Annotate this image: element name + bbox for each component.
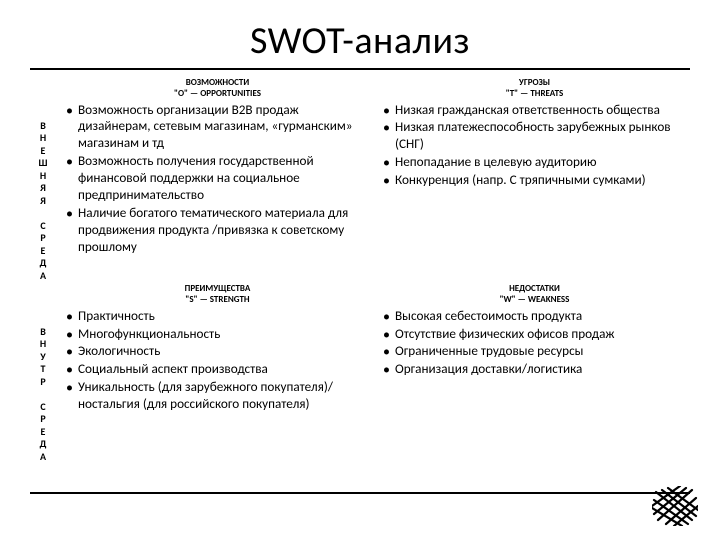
side-char: Н	[30, 338, 56, 351]
list-item: Конкуренция (напр. С тряпичными сумками)	[381, 172, 684, 189]
side-spacer	[30, 76, 56, 102]
page-title: SWOT-анализ	[30, 18, 690, 64]
divider-top	[30, 68, 690, 70]
swot-slide: SWOT-анализ ВОЗМОЖНОСТИ "O" — OPPORTUNIT…	[0, 0, 720, 463]
side-gap	[30, 207, 56, 220]
side-char: Н	[30, 132, 56, 145]
header-text: "O" — OPPORTUNITIES	[66, 89, 369, 100]
side-char: Р	[30, 413, 56, 426]
weaknesses-list: Высокая себестоимость продуктаОтсутствие…	[379, 308, 690, 464]
list-item: Организация доставки/логистика	[381, 361, 684, 378]
side-char: А	[30, 270, 56, 283]
avoska-logo-icon	[652, 486, 698, 526]
list-item: Возможность получения государственной фи…	[64, 153, 367, 204]
header-strengths: ПРЕИМУЩЕСТВА "S" — STRENGTH	[62, 282, 373, 308]
list-item: Социальный аспект производства	[64, 361, 367, 378]
header-opportunities: ВОЗМОЖНОСТИ "O" — OPPORTUNITIES	[62, 76, 373, 102]
side-char: Р	[30, 232, 56, 245]
side-spacer	[30, 282, 56, 308]
side-char: Д	[30, 438, 56, 451]
list-item: Наличие богатого тематического материала…	[64, 205, 367, 256]
opportunities-list: Возможность организации B2B продаж дизай…	[62, 102, 373, 283]
header-text: "W" — WEAKNESS	[383, 295, 686, 306]
side-char: Д	[30, 257, 56, 270]
list-item: Многофункциональность	[64, 326, 367, 343]
list-item: Низкая гражданская ответственность общес…	[381, 102, 684, 119]
list-item: Уникальность (для зарубежного покупателя…	[64, 379, 367, 413]
list-item: Возможность организации B2B продаж дизай…	[64, 102, 367, 153]
side-char: Я	[30, 182, 56, 195]
list-item: Низкая платежеспособность зарубежных рын…	[381, 119, 684, 153]
side-label-internal: ВНУТР СРЕДА	[30, 308, 56, 464]
side-gap	[30, 388, 56, 401]
side-label-external: ВНЕШНЯЯ СРЕДА	[30, 102, 56, 283]
side-char: Т	[30, 363, 56, 376]
header-text: "S" — STRENGTH	[66, 295, 369, 306]
header-text: "T" — THREATS	[383, 89, 686, 100]
list-item: Высокая себестоимость продукта	[381, 308, 684, 325]
header-weaknesses: НЕДОСТАТКИ "W" — WEAKNESS	[379, 282, 690, 308]
list-item: Ограниченные трудовые ресурсы	[381, 343, 684, 360]
list-item: Отсутствие физических офисов продаж	[381, 326, 684, 343]
side-char: Ш	[30, 157, 56, 170]
swot-grid: ВОЗМОЖНОСТИ "O" — OPPORTUNITIES УГРОЗЫ "…	[30, 76, 690, 463]
header-threats: УГРОЗЫ "T" — THREATS	[379, 76, 690, 102]
list-item: Практичность	[64, 308, 367, 325]
list-item: Экологичность	[64, 343, 367, 360]
strengths-list: ПрактичностьМногофункциональностьЭкологи…	[62, 308, 373, 464]
side-char: А	[30, 451, 56, 464]
threats-list: Низкая гражданская ответственность общес…	[379, 102, 690, 283]
list-item: Непопадание в целевую аудиторию	[381, 154, 684, 171]
divider-bottom	[30, 492, 690, 494]
